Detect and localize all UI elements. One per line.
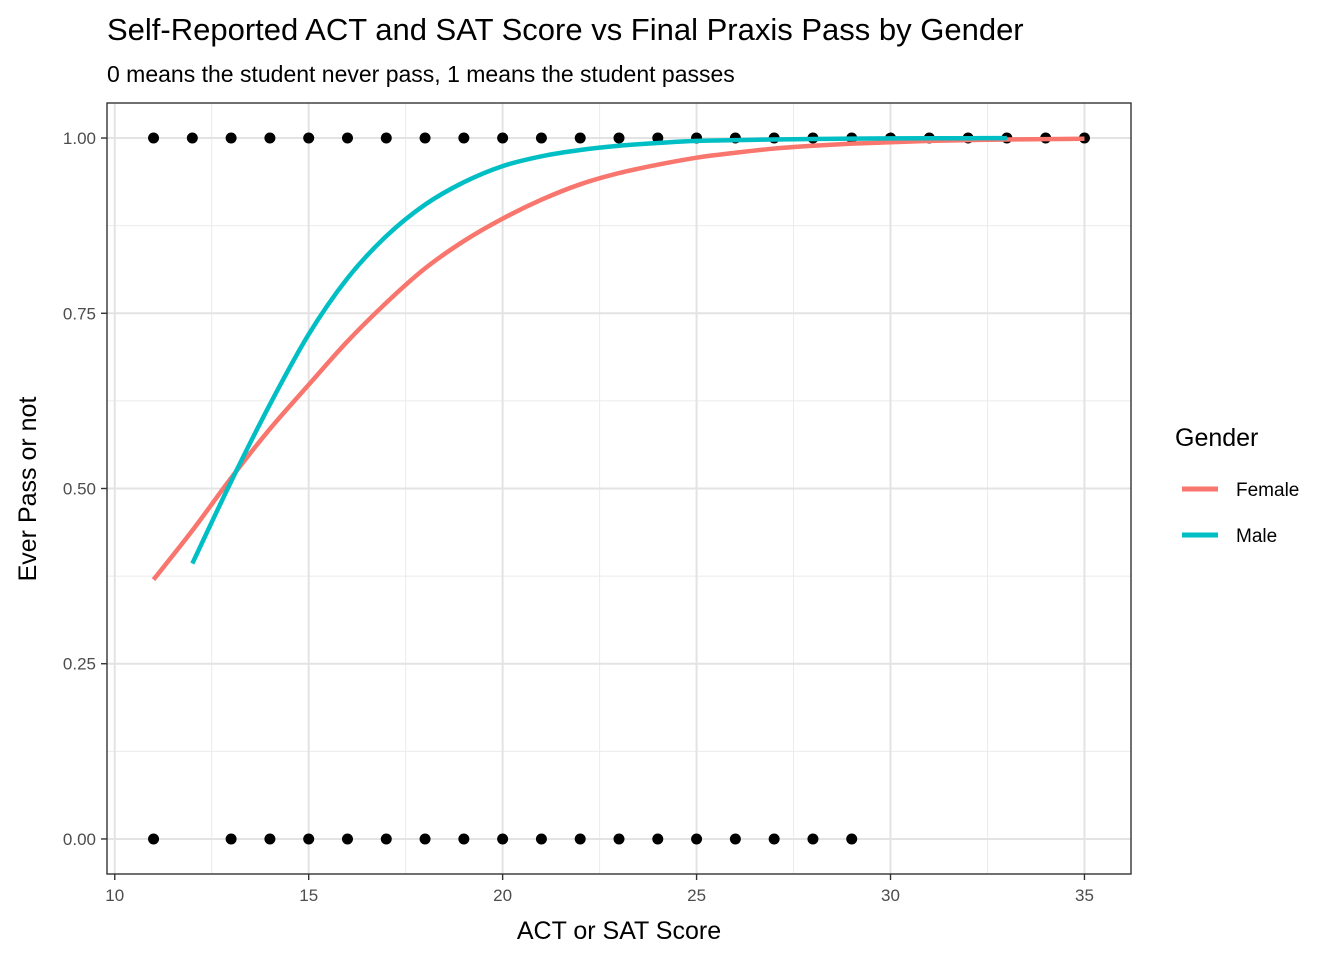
x-tick-label: 10 [105, 886, 124, 905]
y-tick-label: 1.00 [63, 129, 96, 148]
y-tick-label: 0.75 [63, 304, 96, 323]
x-axis-title: ACT or SAT Score [517, 917, 721, 945]
point-no-pass [807, 833, 819, 845]
point-no-pass [768, 833, 780, 845]
fit-line-male [190, 135, 1007, 565]
y-tick-label: 0.25 [63, 655, 96, 674]
point-pass [380, 132, 392, 144]
point-pass [303, 132, 315, 144]
point-pass [419, 132, 431, 144]
point-no-pass [535, 833, 547, 845]
point-no-pass [729, 833, 741, 845]
point-no-pass [303, 833, 315, 845]
x-tick-label: 20 [493, 886, 512, 905]
point-no-pass [652, 833, 664, 845]
point-no-pass [341, 833, 353, 845]
point-no-pass [613, 833, 625, 845]
point-pass [497, 132, 509, 144]
point-pass [186, 132, 198, 144]
point-pass [535, 132, 547, 144]
point-no-pass [458, 833, 470, 845]
point-pass [613, 132, 625, 144]
plot-panel [106, 102, 1132, 875]
point-no-pass [419, 833, 431, 845]
chart-title: Self-Reported ACT and SAT Score vs Final… [107, 12, 1024, 47]
point-pass [225, 132, 237, 144]
legend-label-male: Male [1236, 526, 1277, 547]
legend-title: Gender [1175, 424, 1258, 452]
x-tick-label: 30 [881, 886, 900, 905]
legend: Gender Female Male [1175, 424, 1299, 547]
y-axis: 0.00 0.25 0.50 0.75 1.00 [63, 129, 107, 849]
point-pass [148, 132, 160, 144]
point-pass [458, 132, 470, 144]
fit-lines [151, 135, 1085, 582]
data-points [148, 132, 1090, 845]
point-no-pass [148, 833, 160, 845]
x-tick-label: 25 [687, 886, 706, 905]
fit-line-female [151, 136, 1085, 582]
point-pass [341, 132, 353, 144]
point-no-pass [264, 833, 276, 845]
y-tick-label: 0.50 [63, 480, 96, 499]
point-no-pass [225, 833, 237, 845]
point-pass [264, 132, 276, 144]
x-axis: 10 15 20 25 30 35 [105, 874, 1094, 905]
y-tick-label: 0.00 [63, 830, 96, 849]
point-no-pass [691, 833, 703, 845]
point-no-pass [574, 833, 586, 845]
point-no-pass [846, 833, 858, 845]
point-no-pass [380, 833, 392, 845]
legend-label-female: Female [1236, 480, 1299, 501]
chart-subtitle: 0 means the student never pass, 1 means … [107, 61, 735, 87]
point-pass [574, 132, 586, 144]
x-tick-label: 35 [1075, 886, 1094, 905]
x-tick-label: 15 [299, 886, 318, 905]
y-axis-title: Ever Pass or not [14, 397, 42, 582]
point-no-pass [497, 833, 509, 845]
